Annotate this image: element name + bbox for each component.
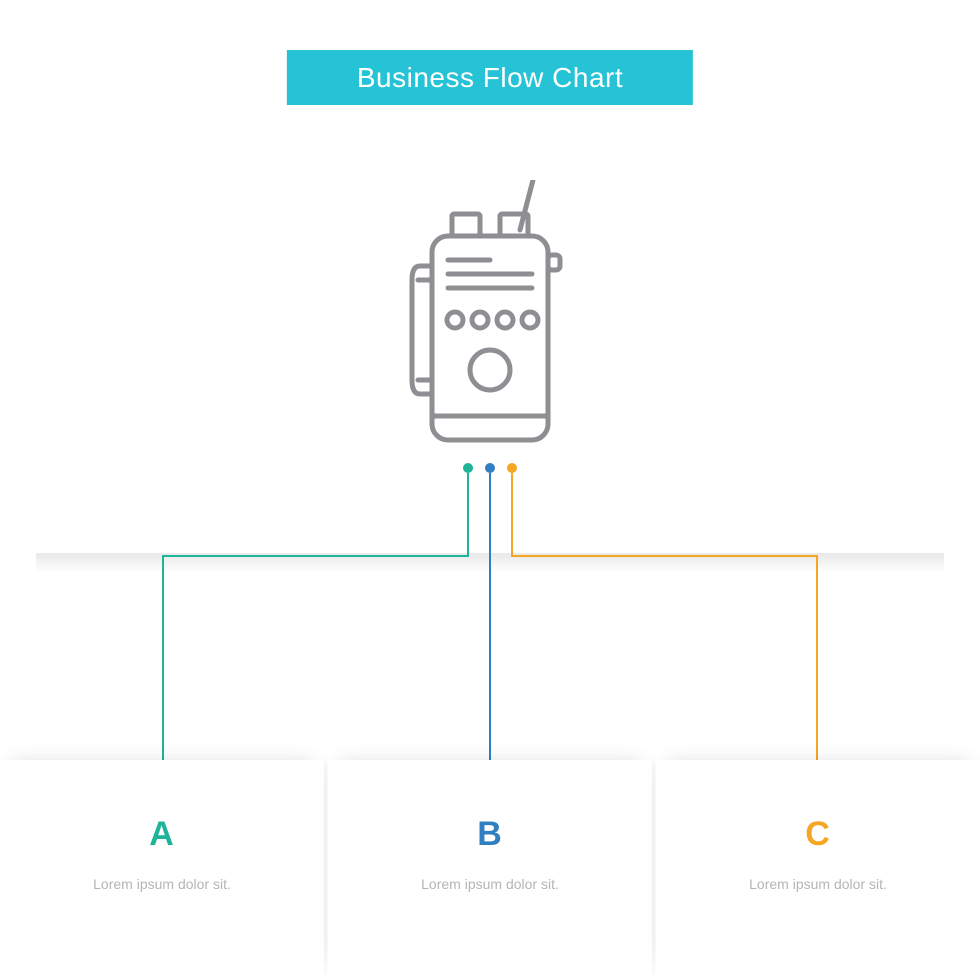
page-title: Business Flow Chart <box>357 62 623 94</box>
card-letter: A <box>0 815 324 854</box>
info-card: C Lorem ipsum dolor sit. <box>656 760 980 980</box>
cards-row: ALorem ipsum dolor sit.BLorem ipsum dolo… <box>0 760 980 980</box>
info-card: A Lorem ipsum dolor sit. <box>0 760 324 980</box>
card-letter: C <box>656 815 980 854</box>
card-description: Lorem ipsum dolor sit. <box>328 874 652 895</box>
card-letter: B <box>328 815 652 854</box>
title-bar: Business Flow Chart <box>287 50 693 105</box>
walkie-talkie-icon <box>390 180 590 460</box>
card-description: Lorem ipsum dolor sit. <box>656 874 980 895</box>
info-card: B Lorem ipsum dolor sit. <box>328 760 652 980</box>
card-description: Lorem ipsum dolor sit. <box>0 874 324 895</box>
